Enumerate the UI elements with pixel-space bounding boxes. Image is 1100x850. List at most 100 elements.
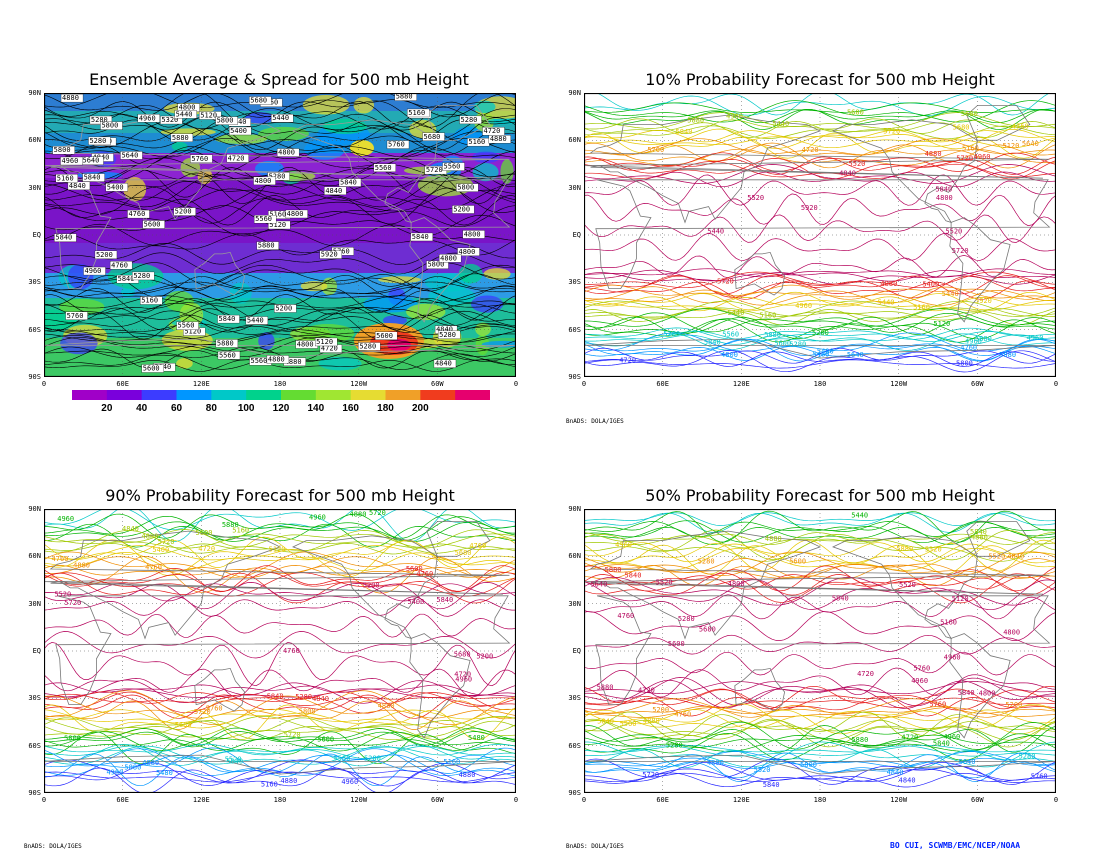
contour-label: 5200 — [812, 329, 829, 337]
svg-text:4880: 4880 — [268, 355, 285, 363]
svg-text:4840: 4840 — [69, 182, 86, 190]
contour-label: 4720 — [901, 734, 918, 742]
svg-text:5640: 5640 — [82, 157, 99, 165]
height-contour — [44, 195, 516, 226]
contour-label: 5720 — [956, 155, 973, 163]
contour-label: 5840 — [704, 339, 721, 347]
spread-blob — [353, 96, 374, 114]
lat-label: 90S — [568, 789, 581, 797]
lat-label: 60N — [28, 136, 41, 145]
lon-label: 120W — [350, 796, 368, 804]
contour-label: 5680 — [961, 110, 978, 118]
contour-label: 5560 — [373, 163, 396, 172]
svg-text:5200: 5200 — [96, 251, 113, 259]
lat-label: 30S — [568, 278, 581, 287]
contour-label: 5640 — [847, 351, 864, 359]
height-contour — [44, 720, 516, 740]
contour-label: 4960 — [57, 515, 74, 523]
contour-label: 5520 — [225, 756, 242, 764]
contour-label: 4840 — [839, 170, 856, 178]
contour-label: 4760 — [960, 344, 977, 352]
coastline — [832, 535, 978, 640]
contour-label: 5920 — [319, 250, 342, 259]
contour-label: 4960 — [455, 675, 472, 683]
coastline — [595, 179, 1051, 289]
contour-label: 5400 — [152, 546, 169, 554]
height-contour — [584, 539, 1056, 572]
contour-label: 4880 — [643, 717, 660, 725]
height-contour — [584, 651, 1056, 676]
contour-label: 5160 — [232, 526, 249, 534]
contour-label: 4800 — [438, 254, 462, 263]
contour-label: 5920 — [975, 297, 992, 305]
contour-label: 4840 — [1007, 553, 1024, 561]
contour-label: 4720 — [226, 154, 249, 163]
svg-text:5400: 5400 — [107, 183, 124, 191]
contour-label: 5440 — [727, 309, 744, 317]
svg-text:5840: 5840 — [118, 275, 135, 283]
coastline — [55, 595, 511, 705]
contour-label: 4760 — [145, 564, 162, 572]
contour-label: 5880 — [605, 566, 622, 574]
height-contour — [584, 757, 1056, 770]
svg-text:4760: 4760 — [111, 261, 128, 269]
contour-label: 5680 — [249, 96, 272, 105]
contour-label: 5520 — [899, 581, 916, 589]
contour-label: 5880 — [394, 93, 417, 101]
contour-label: 5280 — [295, 693, 312, 701]
map-p90: 5840488056804720560052805680572058405880… — [44, 509, 516, 793]
contour-label: 5600 — [196, 529, 213, 537]
colorbar-label: 40 — [136, 403, 148, 414]
lat-label: 30N — [568, 599, 581, 608]
contour-label: 4800 — [721, 351, 738, 359]
coastline — [409, 633, 471, 739]
svg-text:5720: 5720 — [426, 166, 443, 174]
contour-label: 5120 — [315, 337, 338, 347]
contour-label: 5840 — [436, 596, 453, 604]
height-contour — [584, 510, 1056, 543]
lon-label: 0 — [1053, 380, 1059, 388]
svg-text:4960: 4960 — [61, 157, 78, 165]
contour-label: 5160 — [261, 780, 278, 788]
svg-text:5600: 5600 — [144, 220, 161, 228]
spread-blob — [500, 159, 514, 184]
contour-label: 4880 — [266, 355, 290, 364]
height-contour — [584, 125, 1056, 140]
contour-label: 5440 — [245, 316, 269, 325]
contour-label: 5840 — [597, 717, 614, 725]
map-frame — [584, 93, 1056, 377]
svg-text:4800: 4800 — [255, 177, 272, 185]
height-contour — [584, 565, 1056, 592]
spread-blob — [176, 358, 193, 369]
colorbar-swatch — [176, 390, 212, 400]
contour-label: 5280 — [678, 615, 695, 623]
contour-label: 5520 — [754, 766, 771, 774]
lat-label: 60S — [28, 325, 41, 334]
contour-label: 5440 — [271, 114, 294, 123]
lon-label: 0 — [581, 796, 587, 804]
contour-label: 5440 — [707, 228, 724, 236]
contour-label: 5800 — [215, 116, 238, 125]
spread-blob — [318, 356, 362, 371]
contour-label: 4960 — [615, 541, 632, 549]
spread-blob — [458, 263, 483, 284]
height-contour — [584, 289, 1056, 306]
svg-text:5160: 5160 — [408, 109, 425, 117]
colorbar-swatch — [211, 390, 247, 400]
svg-text:5440: 5440 — [247, 317, 264, 325]
lon-label: 180 — [813, 796, 827, 804]
colorbar-label: 100 — [237, 403, 255, 414]
lat-label: 90N — [28, 505, 41, 513]
contour-label: 5760 — [1031, 772, 1048, 780]
coastline — [292, 535, 438, 640]
height-contour — [584, 542, 1056, 563]
lon-label: 0 — [1053, 796, 1059, 804]
spread-blob — [245, 112, 275, 124]
svg-text:4720: 4720 — [483, 127, 500, 135]
contour-label: 5440 — [878, 299, 895, 307]
svg-text:5160: 5160 — [141, 296, 158, 304]
svg-text:5840: 5840 — [412, 233, 429, 241]
lat-label: 90N — [568, 89, 581, 97]
contour-label: 5840 — [832, 594, 849, 602]
svg-text:4800: 4800 — [464, 230, 481, 238]
